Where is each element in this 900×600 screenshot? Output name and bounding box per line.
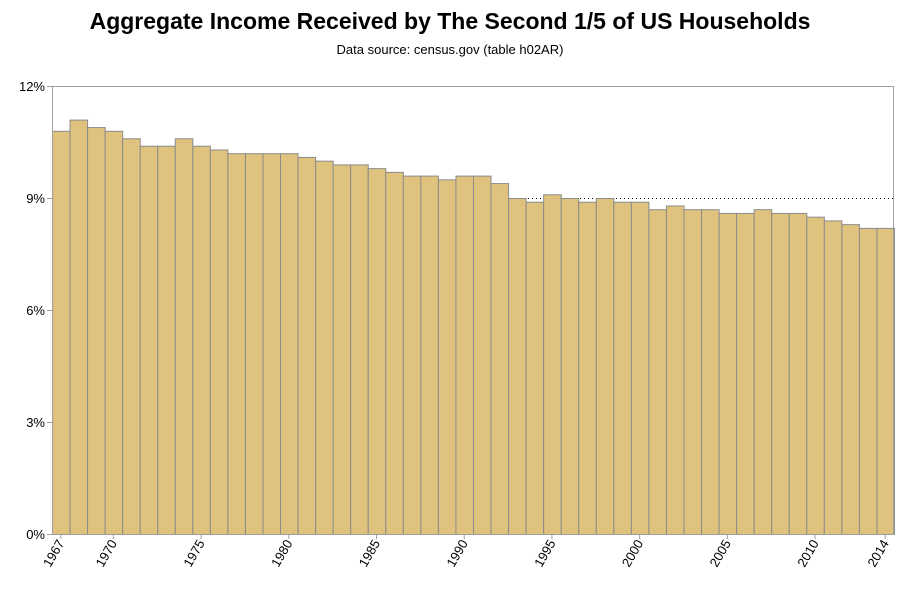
bar-1973 [157, 145, 176, 535]
bar-2003 [683, 209, 703, 535]
bar-2000 [630, 201, 650, 535]
bar-2005 [718, 212, 738, 536]
bar-1980 [280, 153, 299, 535]
bar-1982 [315, 160, 334, 536]
bar-1998 [595, 198, 615, 535]
bar-2006 [736, 212, 755, 536]
bar-2013 [858, 227, 878, 535]
bar-1974 [174, 138, 194, 535]
bar-1984 [350, 164, 369, 535]
bar-2007 [753, 209, 773, 535]
bar-1988 [420, 175, 439, 535]
y-tick-label: 9% [26, 191, 45, 206]
bar-1979 [262, 153, 282, 535]
bar-1997 [578, 201, 597, 535]
bar-1969 [87, 127, 106, 535]
bar-2009 [788, 212, 808, 536]
bar-2002 [665, 205, 685, 535]
bar-1972 [139, 145, 159, 535]
bar-1970 [104, 130, 124, 536]
y-tick-label: 3% [26, 415, 45, 430]
bar-1991 [473, 175, 492, 535]
bar-1985 [367, 168, 387, 535]
chart-subtitle: Data source: census.gov (table h02AR) [336, 42, 564, 57]
bar-1987 [402, 175, 422, 535]
bar-1967 [52, 130, 71, 536]
bar-1971 [122, 138, 141, 535]
plot-frame [52, 86, 894, 535]
bar-2004 [701, 209, 720, 535]
y-tick-label: 0% [26, 527, 45, 542]
bar-1992 [490, 183, 510, 535]
x-tick-label: 1990 [443, 537, 470, 570]
bar-1989 [437, 179, 457, 535]
bar-1990 [455, 175, 475, 535]
bar-1999 [613, 201, 632, 535]
bar-2014 [876, 227, 895, 535]
bar-1968 [69, 119, 89, 535]
bar-1977 [227, 153, 246, 535]
x-tick-label: 1980 [268, 537, 295, 570]
bar-1983 [332, 164, 352, 535]
bar-1981 [297, 156, 317, 536]
bar-1996 [560, 198, 580, 535]
x-tick-label: 2014 [864, 537, 891, 570]
x-tick-label: 2005 [707, 537, 734, 570]
bar-2001 [648, 209, 667, 535]
y-tick-label: 6% [26, 303, 45, 318]
x-tick-label: 1985 [356, 537, 383, 570]
bar-1993 [508, 198, 527, 535]
x-tick-label: 2000 [619, 537, 646, 570]
x-axis: 1967 1970 1975 1980 1985 1990 1995 2000 2005 2010… [40, 534, 892, 570]
bar-1975 [192, 145, 211, 535]
bar-1995 [543, 194, 562, 535]
y-tick-label: 12% [19, 79, 45, 94]
y-axis: 0% 3% 6% 9% 12% [19, 79, 52, 542]
bar-2012 [841, 224, 860, 535]
x-tick-label: 1975 [180, 537, 207, 570]
x-tick-label: 2010 [794, 537, 821, 570]
x-tick-label: 1970 [93, 537, 120, 570]
bar-1976 [209, 149, 229, 535]
bar-2011 [823, 220, 843, 535]
bar-2008 [771, 212, 790, 536]
bar-series [52, 119, 895, 536]
x-tick-label: 1995 [531, 537, 558, 570]
bar-1994 [525, 201, 545, 535]
bar-1978 [244, 153, 264, 535]
bar-2010 [806, 216, 825, 536]
chart-title: Aggregate Income Received by The Second … [89, 8, 811, 34]
bar-1986 [385, 171, 404, 535]
